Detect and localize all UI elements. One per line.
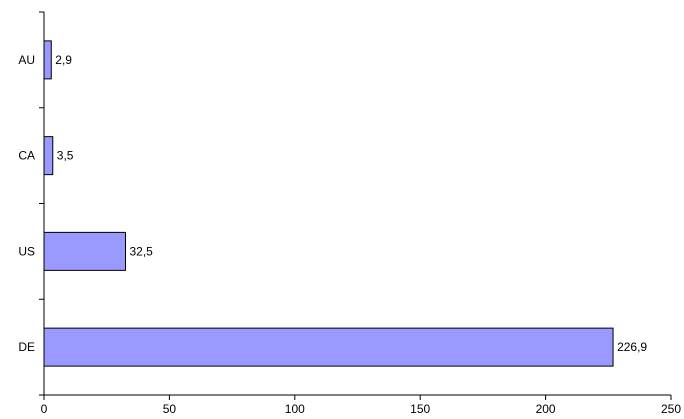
x-tick-label: 150 [410,402,430,416]
y-tick-label: DE [18,340,35,354]
bars [44,41,613,366]
y-tick-label: AU [18,53,35,67]
bar-de [44,328,613,366]
data-label: 2,9 [55,53,72,67]
bar-au [44,41,51,79]
data-label: 32,5 [130,244,154,258]
x-tick-label: 50 [163,402,177,416]
bar-ca [44,137,53,175]
y-tick-label: CA [18,149,35,163]
data-label: 226,9 [617,340,647,354]
x-tick-label: 250 [661,402,681,416]
x-tick-label: 200 [536,402,556,416]
data-label: 3,5 [57,149,74,163]
x-tick-label: 100 [285,402,305,416]
y-tick-label: US [18,244,35,258]
bar-us [44,232,126,270]
x-tick-label: 0 [41,402,48,416]
